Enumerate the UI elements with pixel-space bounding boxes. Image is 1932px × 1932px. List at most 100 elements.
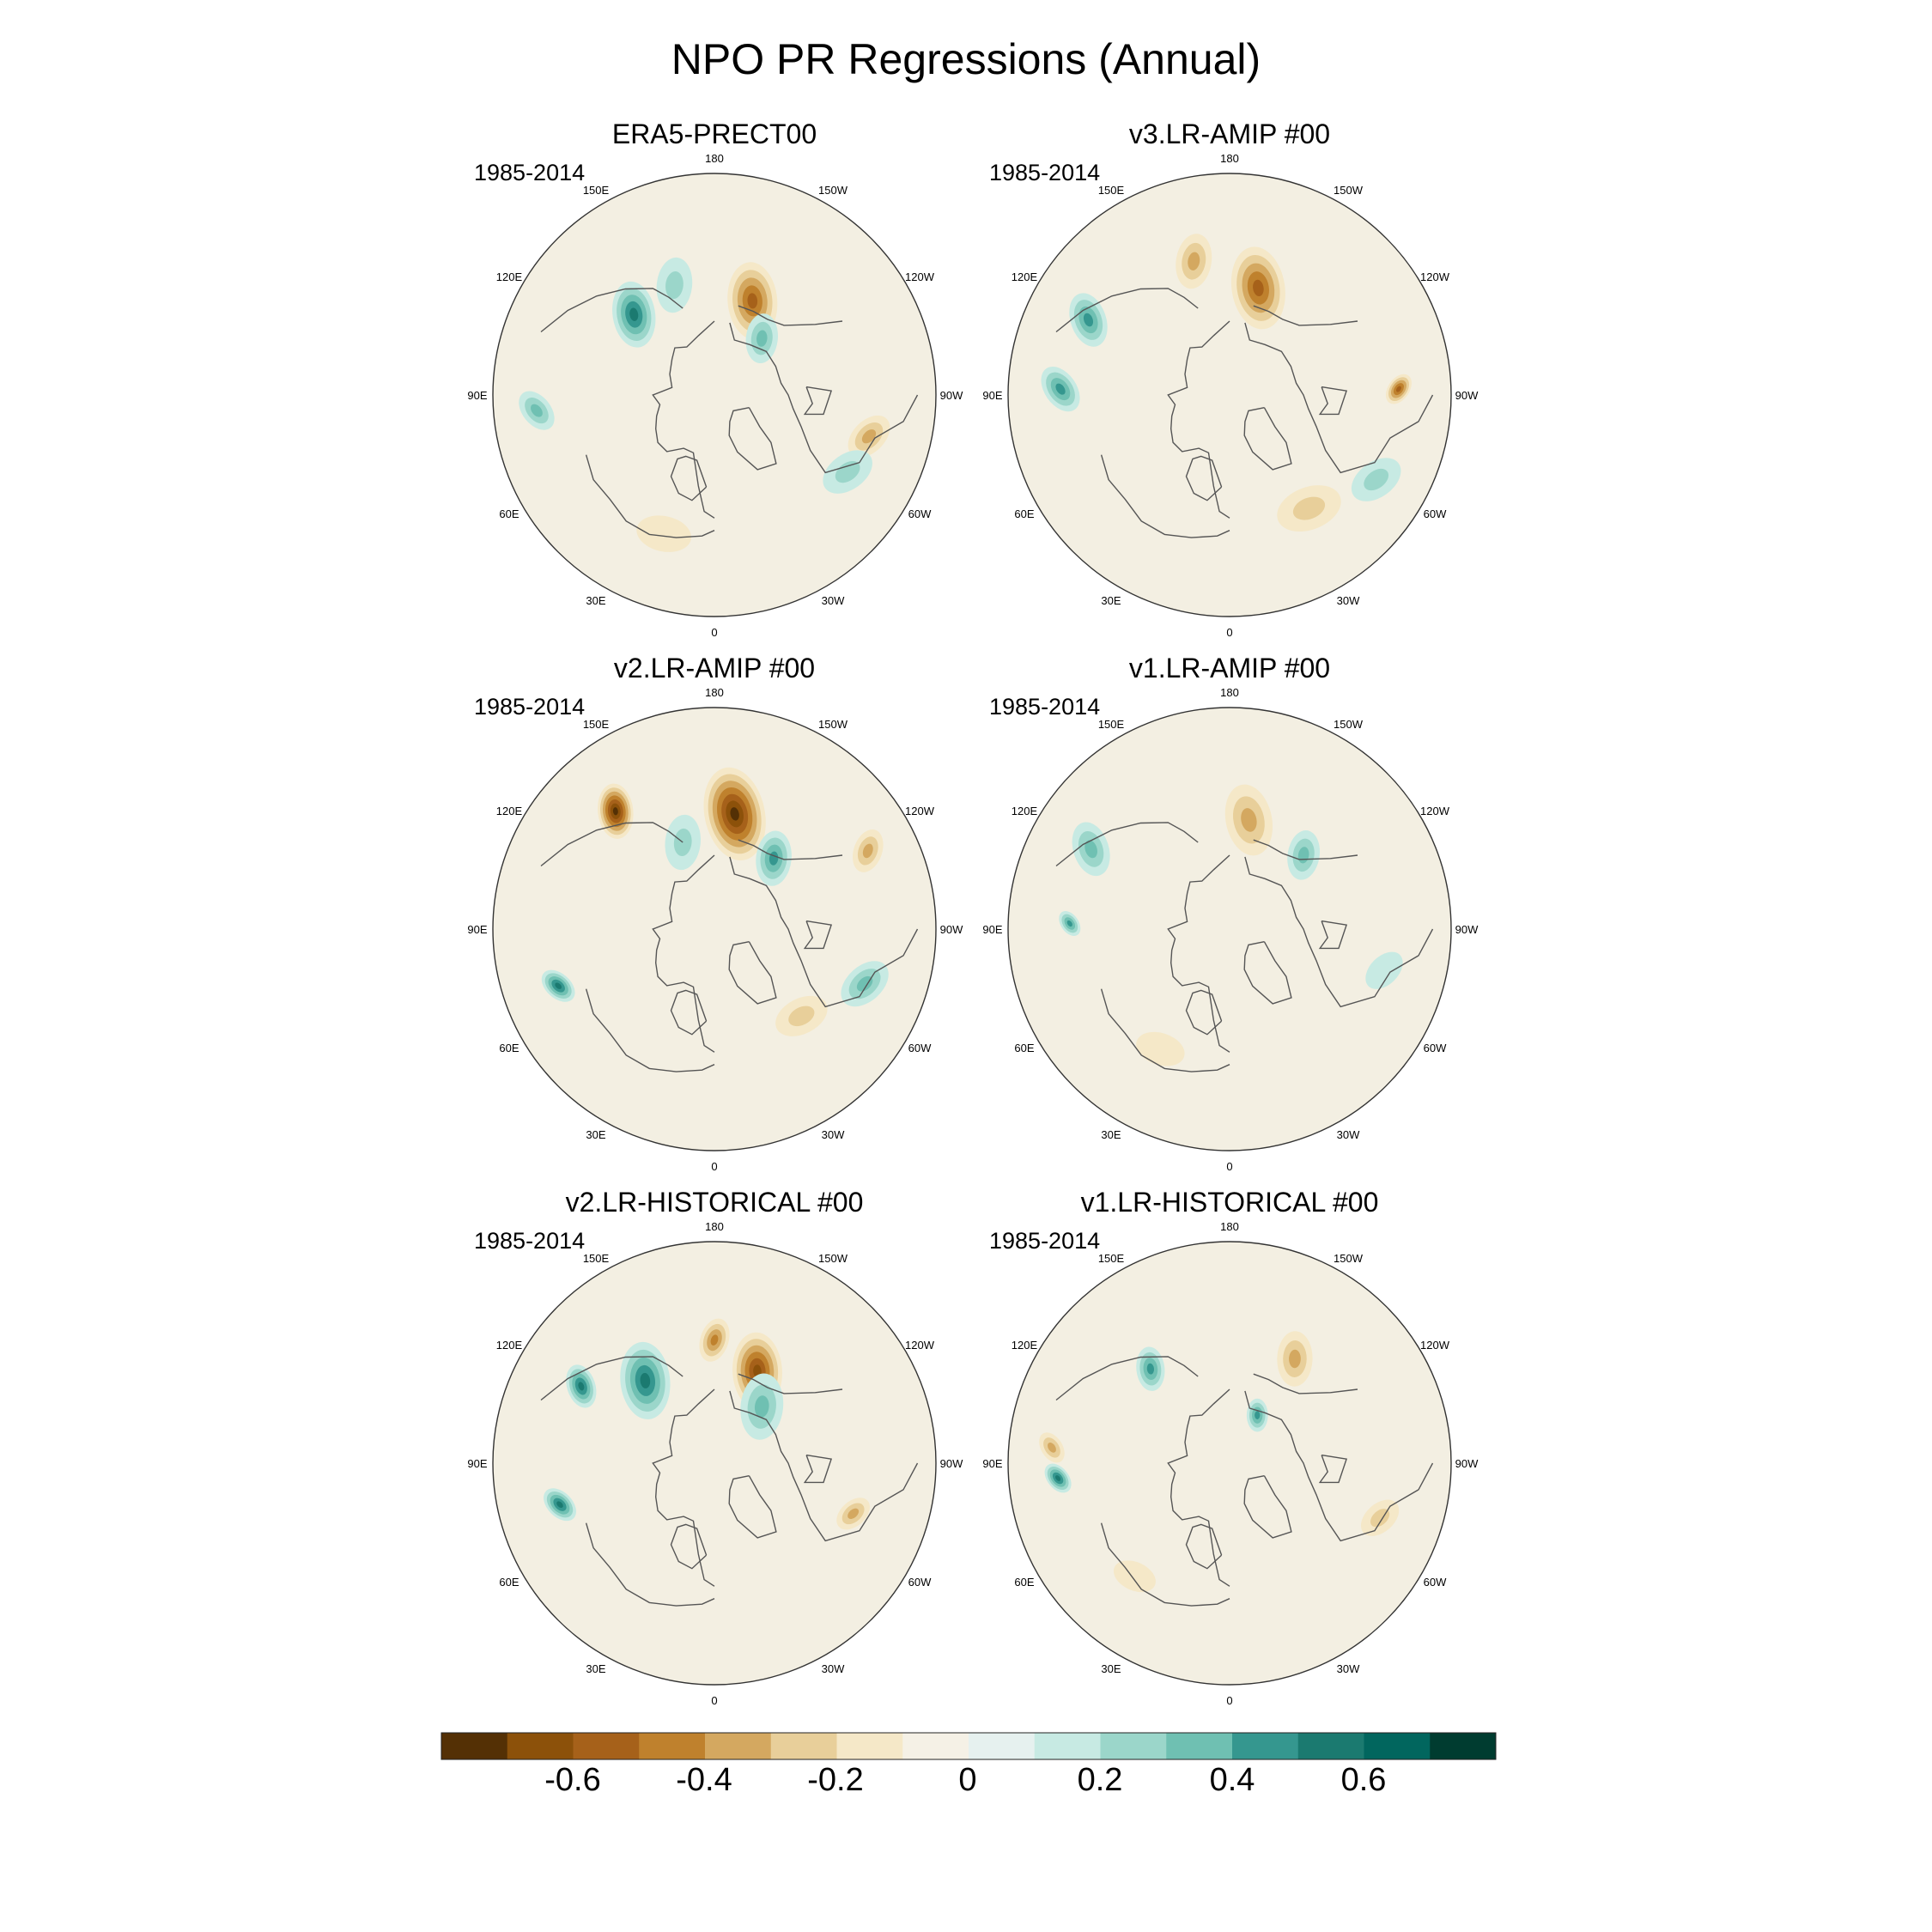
coastline xyxy=(729,856,919,1008)
anomaly-band xyxy=(1241,808,1257,832)
coastline xyxy=(1244,1390,1434,1542)
longitude-label: 90E xyxy=(982,389,1002,402)
map-field xyxy=(493,173,936,617)
longitude-label: 90E xyxy=(467,923,487,936)
coastline xyxy=(803,386,833,416)
longitude-label: 90E xyxy=(982,1457,1002,1470)
anomaly-band xyxy=(1136,1031,1185,1066)
coastline xyxy=(1318,1454,1348,1484)
colorbar-swatch xyxy=(639,1733,706,1759)
panel-period: 1985-2014 xyxy=(474,160,586,185)
coastline xyxy=(540,1356,683,1401)
coastline xyxy=(738,839,843,860)
anomaly-band xyxy=(640,1372,651,1388)
longitude-label: 150W xyxy=(1334,1252,1364,1265)
anomaly-band xyxy=(1054,1475,1061,1481)
polar-map: 180 150E 120E 90E 60E 30E 0 30W 60W 90W 120W 150W xyxy=(467,686,963,1173)
anomaly-band xyxy=(1066,920,1072,927)
main-title: NPO PR Regressions (Annual) xyxy=(671,35,1261,83)
coastline xyxy=(803,920,833,950)
polar-map: 180 150E 120E 90E 60E 30E 0 30W 60W 90W 120W 150W xyxy=(982,686,1479,1173)
colorbar-swatch xyxy=(902,1733,969,1759)
colorbar-swatch xyxy=(770,1733,837,1759)
panel-era5: ERA5-PRECT00 1985-2014 180 150E 120E 90E 60E… xyxy=(457,118,972,639)
colorbar-swatch xyxy=(1297,1733,1364,1759)
panel-period: 1985-2014 xyxy=(989,694,1101,720)
colorbar-swatch xyxy=(705,1733,772,1759)
anomaly-band xyxy=(756,330,768,347)
longitude-label: 150E xyxy=(583,184,610,197)
panel-v1-amip: v1.LR-AMIP #00 1985-2014 180 150E 120E 90E 6… xyxy=(972,653,1487,1173)
longitude-label: 90W xyxy=(1455,923,1479,936)
longitude-label: 90E xyxy=(467,1457,487,1470)
anomaly-band xyxy=(636,515,692,552)
anomaly-band xyxy=(1084,840,1097,859)
longitude-label: 180 xyxy=(1220,1220,1239,1233)
anomaly-band xyxy=(1048,1443,1056,1453)
longitude-label: 150E xyxy=(1098,718,1125,731)
longitude-label: 120W xyxy=(905,1339,935,1352)
anomaly-band xyxy=(710,1334,719,1346)
longitude-label: 60E xyxy=(499,1042,519,1054)
polar-map: 180 150E 120E 90E 60E 30E 0 30W 60W 90W 120W 150W xyxy=(982,152,1479,639)
colorbar-swatch xyxy=(1430,1733,1497,1759)
longitude-label: 0 xyxy=(1226,1160,1232,1173)
colorbar-tick-label: -0.2 xyxy=(807,1762,864,1798)
longitude-label: 120E xyxy=(496,270,523,283)
longitude-label: 60E xyxy=(1014,1576,1034,1589)
coastline xyxy=(1100,988,1230,1072)
longitude-label: 120W xyxy=(1420,805,1450,817)
anomaly-band xyxy=(556,1501,563,1509)
coastline xyxy=(1253,1373,1358,1394)
anomaly-band xyxy=(1255,1411,1261,1419)
coastline xyxy=(729,1390,919,1542)
longitude-label: 30E xyxy=(1101,1662,1121,1675)
coastline xyxy=(1185,455,1223,501)
colorbar-swatch xyxy=(441,1733,508,1759)
coastline xyxy=(738,1373,843,1394)
longitude-label: 30W xyxy=(1337,1128,1360,1141)
coastline xyxy=(652,854,715,1053)
longitude-label: 150W xyxy=(818,184,848,197)
coastline xyxy=(1167,320,1230,519)
longitude-label: 60W xyxy=(908,507,932,520)
coastline xyxy=(729,322,919,474)
polar-map: 180 150E 120E 90E 60E 30E 0 30W 60W 90W 120W 150W xyxy=(467,1220,963,1707)
coastline xyxy=(1185,1523,1223,1570)
background-field xyxy=(493,173,936,617)
anomaly-band xyxy=(788,1005,815,1027)
coastline xyxy=(728,407,777,471)
longitude-label: 90E xyxy=(982,923,1002,936)
map-border xyxy=(492,1241,937,1686)
longitude-label: 60W xyxy=(908,1042,932,1054)
colorbar-swatch xyxy=(1034,1733,1101,1759)
longitude-label: 60E xyxy=(1014,507,1034,520)
coastline xyxy=(1100,454,1230,538)
longitude-label: 180 xyxy=(705,152,724,165)
longitude-label: 120E xyxy=(496,805,523,817)
longitude-label: 30E xyxy=(586,1662,605,1675)
longitude-label: 150E xyxy=(583,1252,610,1265)
coastline xyxy=(803,1454,833,1484)
anomaly-band xyxy=(1188,252,1200,270)
map-border xyxy=(1007,1241,1452,1686)
anomaly-band xyxy=(555,982,562,989)
longitude-label: 150E xyxy=(583,718,610,731)
panel-title: v1.LR-AMIP #00 xyxy=(1128,653,1331,683)
coastline xyxy=(1167,1388,1230,1587)
anomaly-band xyxy=(1395,386,1401,392)
longitude-label: 60W xyxy=(1424,507,1447,520)
anomaly-band xyxy=(861,429,877,444)
panel-v2-historical: v2.LR-HISTORICAL #00 1985-2014 180 150E 12… xyxy=(457,1187,972,1707)
colorbar-tick-label: 0.2 xyxy=(1077,1762,1123,1798)
colorbar-swatch xyxy=(1232,1733,1299,1759)
coastline xyxy=(1318,920,1348,950)
longitude-label: 90W xyxy=(940,923,963,936)
background-field xyxy=(493,1242,936,1685)
longitude-label: 30W xyxy=(822,1128,845,1141)
map-border xyxy=(492,173,937,617)
background-field xyxy=(1008,708,1451,1151)
coastline xyxy=(540,288,683,333)
panel-period: 1985-2014 xyxy=(989,1228,1101,1254)
colorbar-tick-label: -0.4 xyxy=(676,1762,732,1798)
